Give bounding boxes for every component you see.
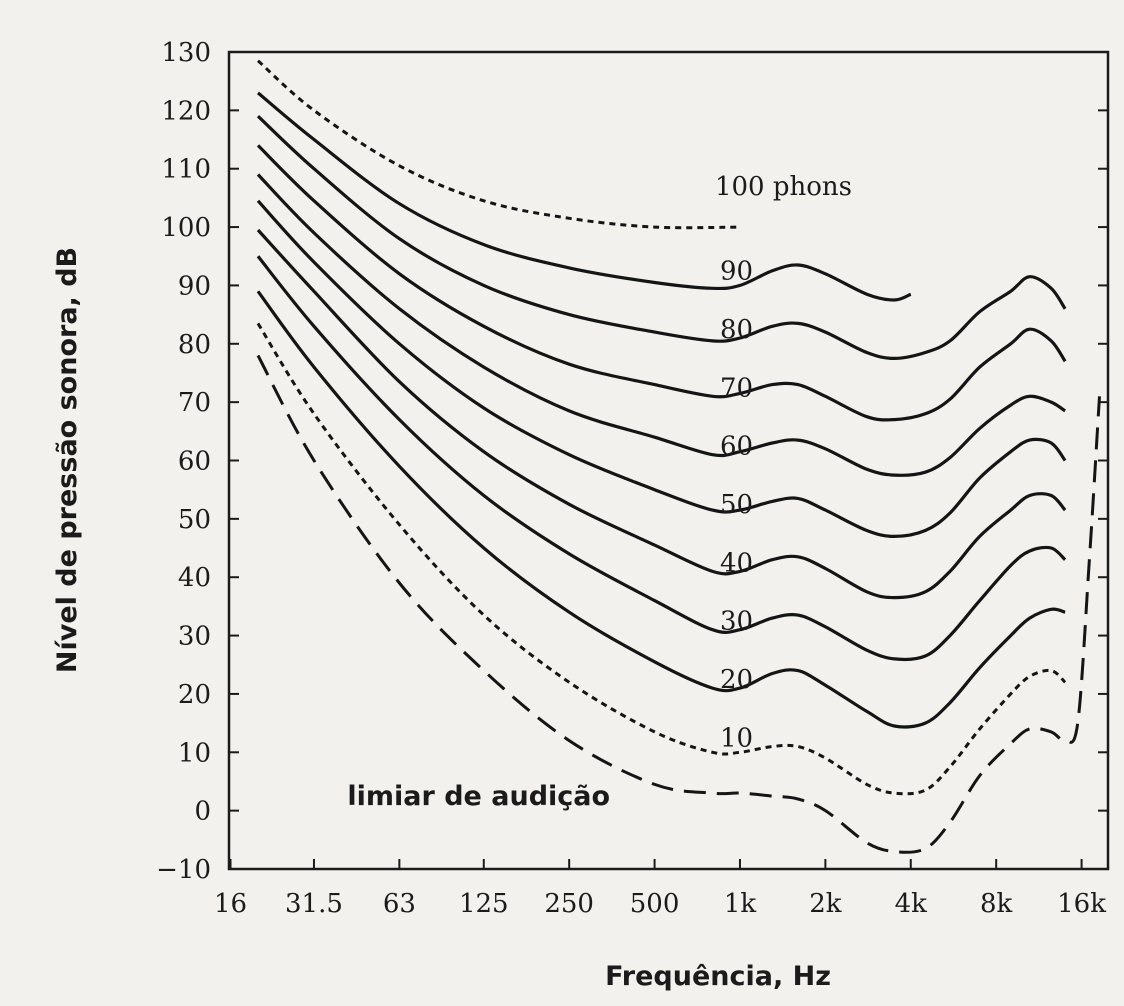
curve-80: [256, 115, 1067, 360]
curve-label-20: 20: [720, 665, 753, 695]
curve-100-phons: [257, 59, 741, 230]
x-tick-labels: 16 31.5 63 125 250 500 1k 2k 4k 8k 16k: [214, 889, 1106, 919]
curve-label-50: 50: [720, 490, 753, 520]
curve-label-10: 10: [720, 723, 753, 753]
x-tick-label: 16: [214, 889, 247, 919]
curve-20: [256, 290, 1066, 729]
curve-60: [256, 173, 1067, 477]
y-tick-label: 30: [178, 622, 211, 652]
x-tick-label: 4k: [895, 889, 928, 919]
x-tick-label: 16k: [1057, 889, 1106, 919]
curve-limiar-de-audi-o: [256, 354, 1101, 854]
y-axis-title: Nível de pressão sonora, dB: [52, 247, 83, 673]
curve-label-100-phons: 100 phons: [715, 172, 852, 202]
curve-label-70: 70: [720, 373, 753, 403]
y-tick-label: 50: [178, 505, 211, 535]
y-tick-label: 80: [178, 330, 211, 360]
y-tick-label: 20: [178, 680, 211, 710]
y-tick-label: 120: [161, 96, 211, 126]
curve-label-60: 60: [720, 432, 753, 462]
curve-label-90: 90: [720, 257, 753, 287]
tick-marks: [229, 51, 1108, 870]
x-tick-label: 63: [383, 889, 416, 919]
curve-90: [256, 91, 912, 302]
curve-label-80: 80: [720, 315, 753, 345]
y-tick-label: 70: [178, 388, 211, 418]
x-tick-label: 31.5: [285, 889, 343, 919]
x-tick-label: 125: [459, 889, 509, 919]
y-tick-label: 40: [178, 563, 211, 593]
x-axis-title: Frequência, Hz: [605, 961, 831, 992]
y-tick-label: 100: [161, 213, 211, 243]
y-tick-label: −10: [156, 855, 211, 885]
curve-labels: 100 phons 90 80 70 60 50 40 30 20 10 limiar de aud…: [347, 172, 852, 812]
curve-10: [256, 322, 1067, 796]
curve-40: [256, 228, 1067, 600]
curve-70: [256, 144, 1067, 422]
y-tick-label: 90: [178, 271, 211, 301]
y-tick-label: 10: [178, 738, 211, 768]
threshold-label: limiar de audição: [347, 781, 610, 812]
curves: [256, 59, 1101, 854]
y-tick-label: 60: [178, 447, 211, 477]
x-tick-label: 2k: [809, 889, 842, 919]
curve-label-30: 30: [720, 607, 753, 637]
x-tick-label: 500: [630, 889, 680, 919]
curve-label-40: 40: [720, 548, 753, 578]
x-tick-label: 8k: [980, 889, 1013, 919]
y-tick-label: 110: [161, 155, 211, 185]
curve-50: [256, 199, 1067, 538]
x-tick-label: 1k: [724, 889, 757, 919]
y-tick-label: 0: [194, 797, 211, 827]
curve-30: [256, 255, 1067, 662]
y-tick-label: 130: [161, 38, 211, 68]
x-tick-label: 250: [544, 889, 594, 919]
